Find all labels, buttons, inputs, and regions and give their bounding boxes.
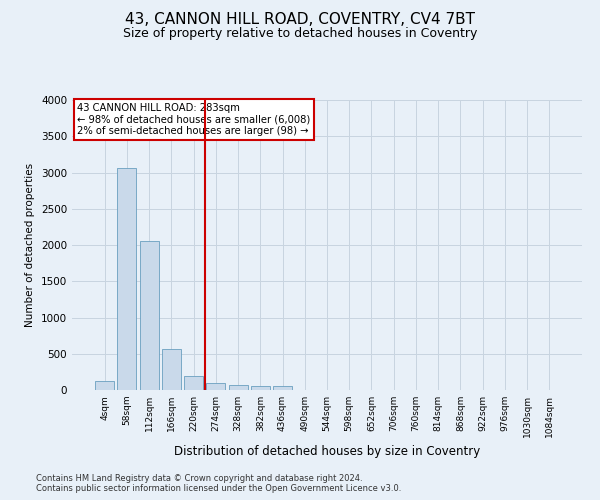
Bar (251, 386, 270, 390)
Y-axis label: Number of detached properties: Number of detached properties (25, 163, 35, 327)
Bar (140, 240, 158, 390)
Text: Size of property relative to detached houses in Coventry: Size of property relative to detached ho… (123, 28, 477, 40)
Bar (273, 386, 292, 390)
Text: 43, CANNON HILL ROAD, COVENTRY, CV4 7BT: 43, CANNON HILL ROAD, COVENTRY, CV4 7BT (125, 12, 475, 28)
X-axis label: Distribution of detached houses by size in Coventry: Distribution of detached houses by size … (174, 446, 480, 458)
Text: Contains HM Land Registry data © Crown copyright and database right 2024.: Contains HM Land Registry data © Crown c… (36, 474, 362, 483)
Bar (95, 380, 114, 390)
Bar (184, 376, 203, 390)
Bar (162, 348, 181, 390)
Bar (118, 168, 136, 390)
Text: Contains public sector information licensed under the Open Government Licence v3: Contains public sector information licen… (36, 484, 401, 493)
Text: 43 CANNON HILL ROAD: 283sqm
← 98% of detached houses are smaller (6,008)
2% of s: 43 CANNON HILL ROAD: 283sqm ← 98% of det… (77, 103, 310, 136)
Bar (206, 383, 225, 390)
Bar (229, 384, 248, 390)
